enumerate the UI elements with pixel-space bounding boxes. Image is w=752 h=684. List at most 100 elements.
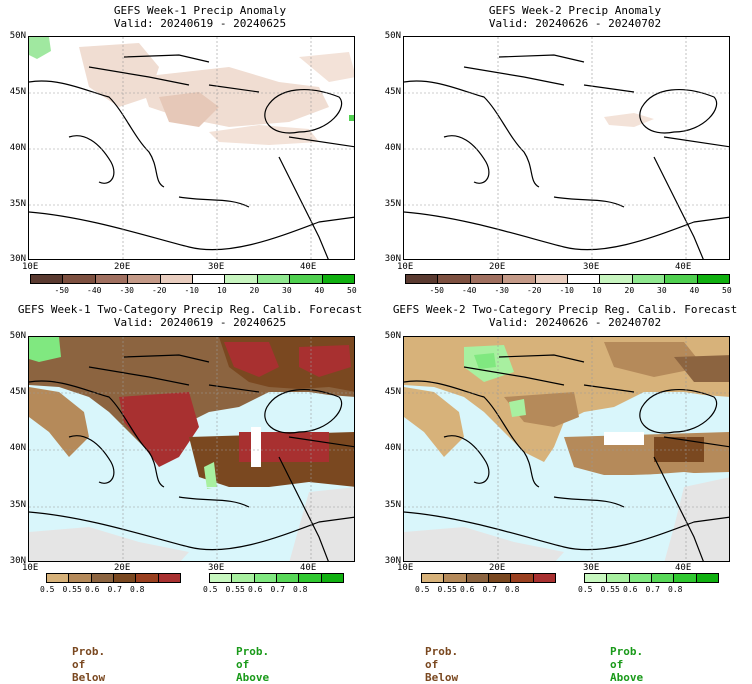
colorbar-swatch xyxy=(113,574,137,582)
lat-label: 35N xyxy=(9,500,26,510)
above-colorbar xyxy=(209,573,344,583)
colorbar-swatch xyxy=(225,275,258,283)
colorbar-swatch xyxy=(568,275,601,283)
colorbar-swatch xyxy=(158,574,180,582)
colorbar-swatch xyxy=(533,574,555,582)
lon-label: 30E xyxy=(583,563,600,573)
legend-below: Prob. of Below xyxy=(425,645,459,684)
colorbar-tick-label: -40 xyxy=(87,286,102,295)
map-week2-probability xyxy=(403,336,730,562)
colorbar-tick-label: 10 xyxy=(592,286,602,295)
colorbar-swatch xyxy=(470,275,504,283)
colorbar-swatch xyxy=(697,275,730,283)
lat-label: 45N xyxy=(384,387,401,397)
lon-label: 40E xyxy=(675,262,692,272)
lon-label: 10E xyxy=(22,563,39,573)
colorbar-swatch xyxy=(438,275,471,283)
colorbar-swatch xyxy=(322,275,355,283)
colorbar-tick-label: -50 xyxy=(429,286,444,295)
lat-label: 40N xyxy=(384,143,401,153)
colorbar-tick-label: 0.8 xyxy=(505,585,520,594)
lat-label: 50N xyxy=(384,31,401,41)
colorbar-swatch xyxy=(321,574,343,582)
colorbar-swatch xyxy=(488,574,512,582)
colorbar-tick-label: 20 xyxy=(624,286,635,295)
legend-above: Prob. of Above xyxy=(610,645,644,684)
colorbar-swatch xyxy=(600,275,633,283)
colorbar-swatch xyxy=(232,574,255,582)
colorbar-swatch xyxy=(535,275,569,283)
below-colorbar xyxy=(421,573,556,583)
colorbar-tick-label: 0.7 xyxy=(107,585,122,594)
map-graphic xyxy=(29,337,354,561)
legend-below: Prob. of Below xyxy=(72,645,106,684)
colorbar-tick-label: 0.55 xyxy=(437,585,457,594)
lon-label: 10E xyxy=(397,563,414,573)
lat-label: 40N xyxy=(9,143,26,153)
colorbar-tick-label: -10 xyxy=(184,286,199,295)
anomaly-colorbar xyxy=(405,274,730,284)
colorbar-tick-label: 0.7 xyxy=(482,585,497,594)
colorbar-tick-label: 30 xyxy=(657,286,667,295)
lat-label: 30N xyxy=(384,556,401,566)
colorbar-tick-label: 0.7 xyxy=(270,585,285,594)
panel-title: GEFS Week-2 Precip Anomaly xyxy=(488,4,662,17)
lat-label: 45N xyxy=(9,87,26,97)
lon-label: 30E xyxy=(208,262,225,272)
colorbar-tick-label: 40 xyxy=(689,286,700,295)
colorbar-swatch xyxy=(422,574,445,582)
colorbar-swatch xyxy=(276,574,300,582)
panel-valid: Valid: 20240626 - 20240702 xyxy=(488,17,662,30)
map-week2-anomaly xyxy=(403,36,730,260)
legend-above: Prob. of Above xyxy=(236,645,270,684)
panel-valid: Valid: 20240626 - 20240702 xyxy=(488,316,662,329)
colorbar-tick-label: 0.6 xyxy=(460,585,475,594)
map-graphic xyxy=(29,37,354,259)
colorbar-tick-label: 0.55 xyxy=(225,585,245,594)
colorbar-swatch xyxy=(128,275,161,283)
colorbar-swatch xyxy=(696,574,718,582)
colorbar-tick-label: 40 xyxy=(314,286,325,295)
map-week1-probability xyxy=(28,336,355,562)
colorbar-tick-label: -50 xyxy=(54,286,69,295)
lon-label: 30E xyxy=(208,563,225,573)
lat-label: 35N xyxy=(384,199,401,209)
colorbar-swatch xyxy=(299,574,322,582)
colorbar-tick-label: 30 xyxy=(282,286,292,295)
colorbar-swatch xyxy=(406,275,439,283)
lon-label: 20E xyxy=(489,563,506,573)
lat-label: 40N xyxy=(9,443,26,453)
colorbar-swatch xyxy=(503,275,536,283)
colorbar-swatch xyxy=(254,574,277,582)
lat-label: 45N xyxy=(384,87,401,97)
lon-label: 10E xyxy=(397,262,414,272)
colorbar-swatch xyxy=(674,574,697,582)
lat-label: 50N xyxy=(384,331,401,341)
colorbar-tick-label: 0.5 xyxy=(578,585,593,594)
colorbar-swatch xyxy=(607,574,630,582)
colorbar-tick-label: 50 xyxy=(347,286,357,295)
lon-label: 20E xyxy=(114,262,131,272)
panel-title: GEFS Week-1 Two-Category Precip Reg. Cal… xyxy=(17,303,363,316)
colorbar-swatch xyxy=(651,574,675,582)
colorbar-tick-label: 20 xyxy=(249,286,260,295)
colorbar-swatch xyxy=(665,275,698,283)
lat-label: 30N xyxy=(9,254,26,264)
panel-valid: Valid: 20240619 - 20240625 xyxy=(113,17,287,30)
anomaly-colorbar xyxy=(30,274,355,284)
lat-label: 35N xyxy=(9,199,26,209)
colorbar-swatch xyxy=(63,275,96,283)
colorbar-tick-label: -20 xyxy=(152,286,167,295)
lat-label: 50N xyxy=(9,331,26,341)
lat-label: 30N xyxy=(384,254,401,264)
colorbar-swatch xyxy=(629,574,652,582)
colorbar-swatch xyxy=(193,275,226,283)
colorbar-swatch xyxy=(511,574,534,582)
lon-label: 20E xyxy=(489,262,506,272)
lon-label: 10E xyxy=(22,262,39,272)
colorbar-tick-label: 0.8 xyxy=(130,585,145,594)
lat-label: 50N xyxy=(9,31,26,41)
colorbar-swatch xyxy=(47,574,70,582)
colorbar-tick-label: 0.7 xyxy=(645,585,660,594)
colorbar-tick-label: 0.5 xyxy=(415,585,430,594)
